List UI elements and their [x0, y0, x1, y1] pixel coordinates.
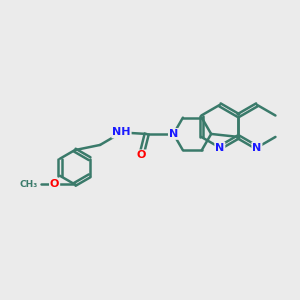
Text: N: N — [169, 129, 178, 139]
Text: N: N — [252, 142, 262, 153]
Text: NH: NH — [112, 128, 131, 137]
Text: CH₃: CH₃ — [20, 180, 38, 189]
Text: N: N — [215, 142, 224, 153]
Text: O: O — [50, 179, 59, 189]
Text: O: O — [137, 150, 146, 161]
